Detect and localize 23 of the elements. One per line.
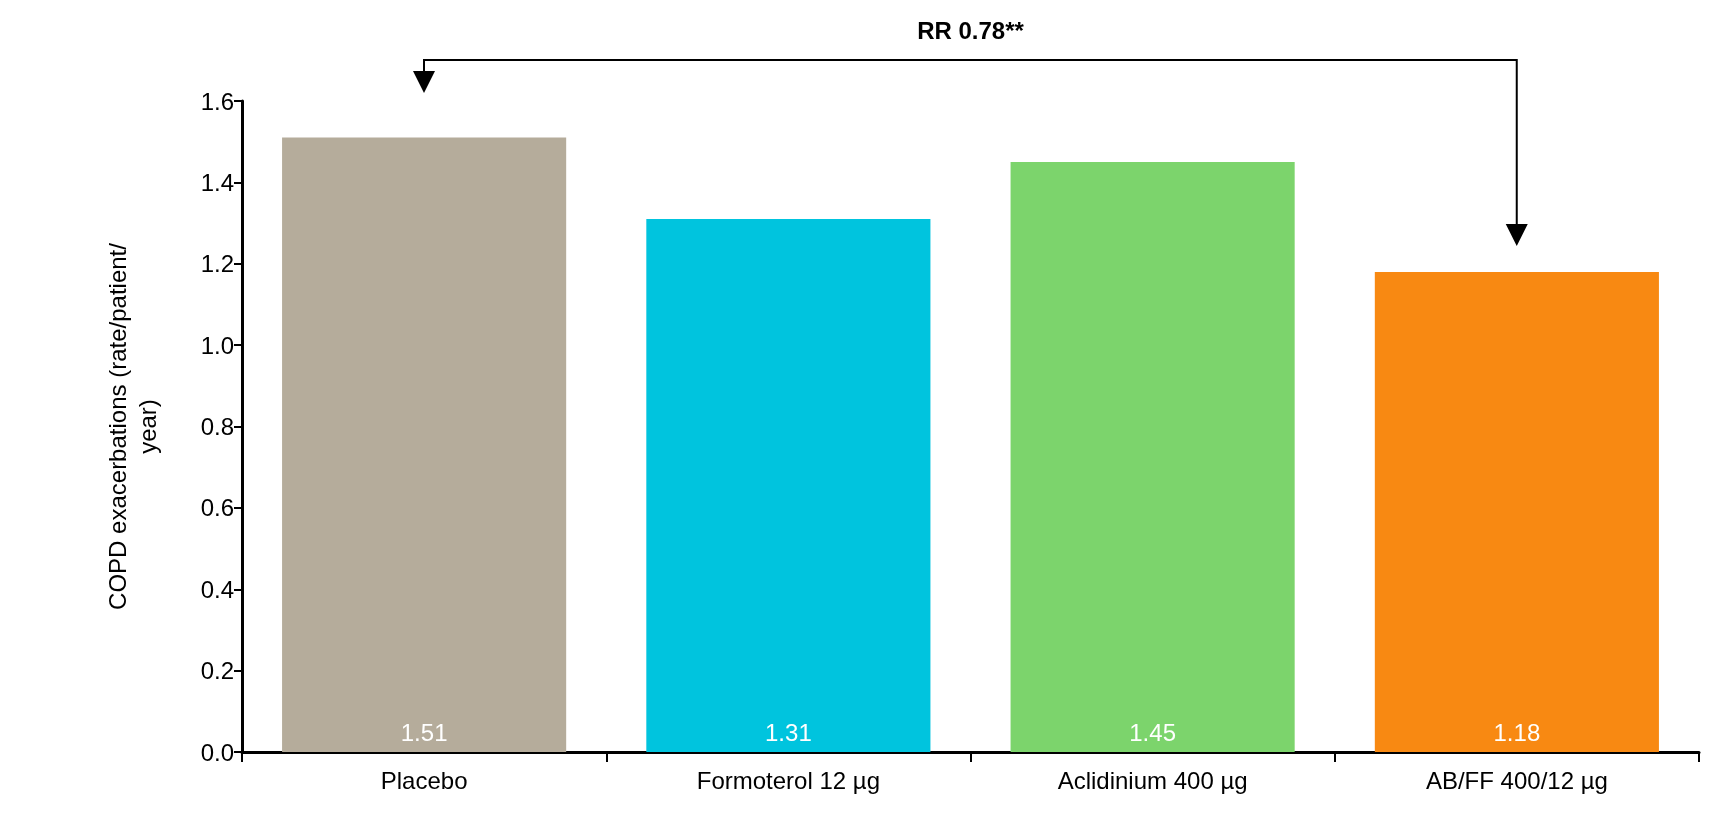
y-tick-label: 0.4	[200, 575, 234, 603]
y-tick-label: 1.2	[200, 250, 234, 278]
y-tick-label: 1.0	[200, 331, 234, 359]
data-label: 1.45	[1129, 718, 1176, 746]
x-tick-label: Formoterol 12 µg	[696, 766, 880, 794]
x-tick-label: AB/FF 400/12 µg	[1425, 766, 1608, 794]
bar	[1374, 271, 1659, 752]
y-tick-label: 0.6	[200, 494, 234, 522]
data-label: 1.31	[765, 718, 812, 746]
y-tick-label: 0.2	[200, 657, 234, 685]
data-label: 1.18	[1493, 718, 1541, 746]
y-tick-label: 1.6	[200, 87, 234, 115]
x-tick-label: Placebo	[380, 766, 468, 794]
bar	[282, 137, 567, 752]
text: RR 0.78**	[917, 16, 1025, 44]
y-tick-label: 0.8	[200, 413, 234, 440]
bar	[646, 218, 931, 752]
x-tick-label: Aclidinium 400 µg	[1057, 766, 1248, 794]
y-tick-label: 0.0	[200, 738, 234, 766]
bar	[1010, 162, 1295, 752]
y-axis-title: COPD exacerbations (rate/patient/ year)	[103, 242, 161, 610]
data-label: 1.51	[400, 718, 448, 746]
y-tick-label: 1.4	[200, 168, 234, 196]
